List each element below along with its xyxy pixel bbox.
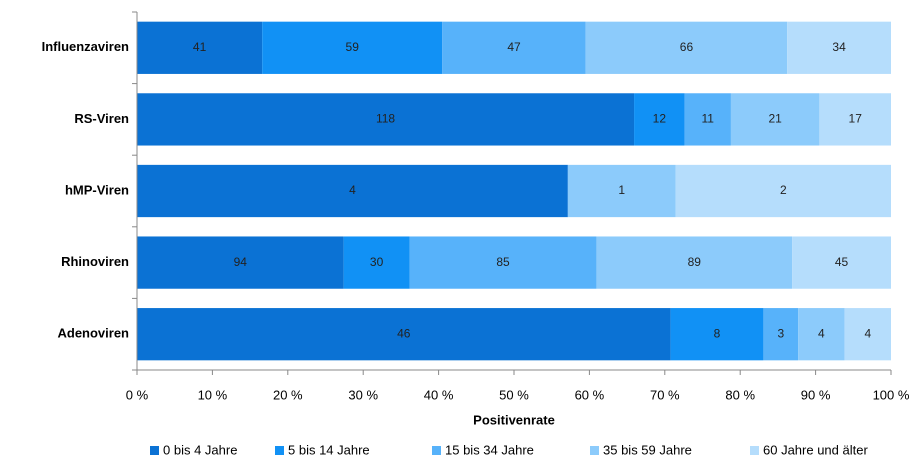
x-tick-label: 90 % xyxy=(801,387,831,402)
x-tick-label: 40 % xyxy=(424,387,454,402)
bar-segment xyxy=(137,308,671,361)
bar-segment xyxy=(137,236,344,289)
data-label: 12 xyxy=(653,112,667,126)
bar-segment xyxy=(137,21,263,74)
bar-segment xyxy=(844,308,891,361)
data-label: 21 xyxy=(768,112,782,126)
data-label: 47 xyxy=(507,40,521,54)
x-tick-label: 50 % xyxy=(499,387,529,402)
legend-label: 15 bis 34 Jahre xyxy=(445,442,534,457)
data-label: 1 xyxy=(618,183,625,197)
data-label: 41 xyxy=(193,40,207,54)
legend-swatch xyxy=(150,446,159,455)
legend-swatch xyxy=(590,446,599,455)
legend-swatch xyxy=(750,446,759,455)
x-tick-label: 100 % xyxy=(873,387,910,402)
legend-label: 0 bis 4 Jahre xyxy=(163,442,237,457)
bar-segment xyxy=(137,164,568,218)
bar-segment xyxy=(634,93,685,146)
data-label: 4 xyxy=(864,326,871,340)
bar-segment xyxy=(137,93,635,146)
y-tick-label: hMP-Viren xyxy=(65,182,129,197)
bar-segment xyxy=(787,21,891,74)
bar-segment xyxy=(585,21,788,74)
x-tick-label: 10 % xyxy=(198,387,228,402)
legend-label: 60 Jahre und älter xyxy=(763,442,868,457)
x-tick-label: 60 % xyxy=(575,387,605,402)
y-tick-label: RS-Viren xyxy=(74,111,129,126)
x-tick-label: 30 % xyxy=(348,387,378,402)
legend-swatch xyxy=(432,446,441,455)
x-axis-title: Positivenrate xyxy=(473,412,555,427)
bar-segment xyxy=(819,93,891,146)
data-label: 46 xyxy=(397,326,411,340)
data-label: 85 xyxy=(496,255,510,269)
bar-segment xyxy=(763,308,799,361)
bar-segment xyxy=(675,164,891,218)
bar-segment xyxy=(684,93,731,146)
data-label: 66 xyxy=(680,40,694,54)
data-label: 118 xyxy=(376,112,395,126)
data-label: 94 xyxy=(234,255,248,269)
bar-segment xyxy=(442,21,586,74)
legend-label: 5 bis 14 Jahre xyxy=(288,442,370,457)
data-label: 11 xyxy=(702,112,715,126)
y-tick-label: Influenzaviren xyxy=(42,39,129,54)
bar-segment xyxy=(262,21,443,74)
x-tick-label: 80 % xyxy=(725,387,755,402)
y-tick-label: Adenoviren xyxy=(57,326,129,341)
bar-segment xyxy=(670,308,764,361)
bar-segment xyxy=(567,164,676,218)
data-label: 34 xyxy=(832,40,846,54)
data-label: 17 xyxy=(849,112,863,126)
x-tick-label: 20 % xyxy=(273,387,303,402)
bar-segment xyxy=(343,236,410,289)
data-label: 3 xyxy=(777,326,784,340)
data-label: 8 xyxy=(714,326,721,340)
data-label: 2 xyxy=(780,183,787,197)
data-label: 4 xyxy=(349,183,356,197)
legend-label: 35 bis 59 Jahre xyxy=(603,442,692,457)
bar-segment xyxy=(596,236,793,289)
bar-segment xyxy=(792,236,891,289)
bar-segment xyxy=(798,308,845,361)
bar-segment xyxy=(409,236,597,289)
data-label: 4 xyxy=(818,326,825,340)
bar-segment xyxy=(730,93,820,146)
x-tick-label: 0 % xyxy=(126,387,149,402)
data-label: 30 xyxy=(370,255,384,269)
y-tick-label: Rhinoviren xyxy=(61,254,129,269)
x-tick-label: 70 % xyxy=(650,387,680,402)
data-label: 89 xyxy=(688,255,702,269)
legend-swatch xyxy=(275,446,284,455)
data-label: 59 xyxy=(346,40,360,54)
data-label: 45 xyxy=(835,255,849,269)
